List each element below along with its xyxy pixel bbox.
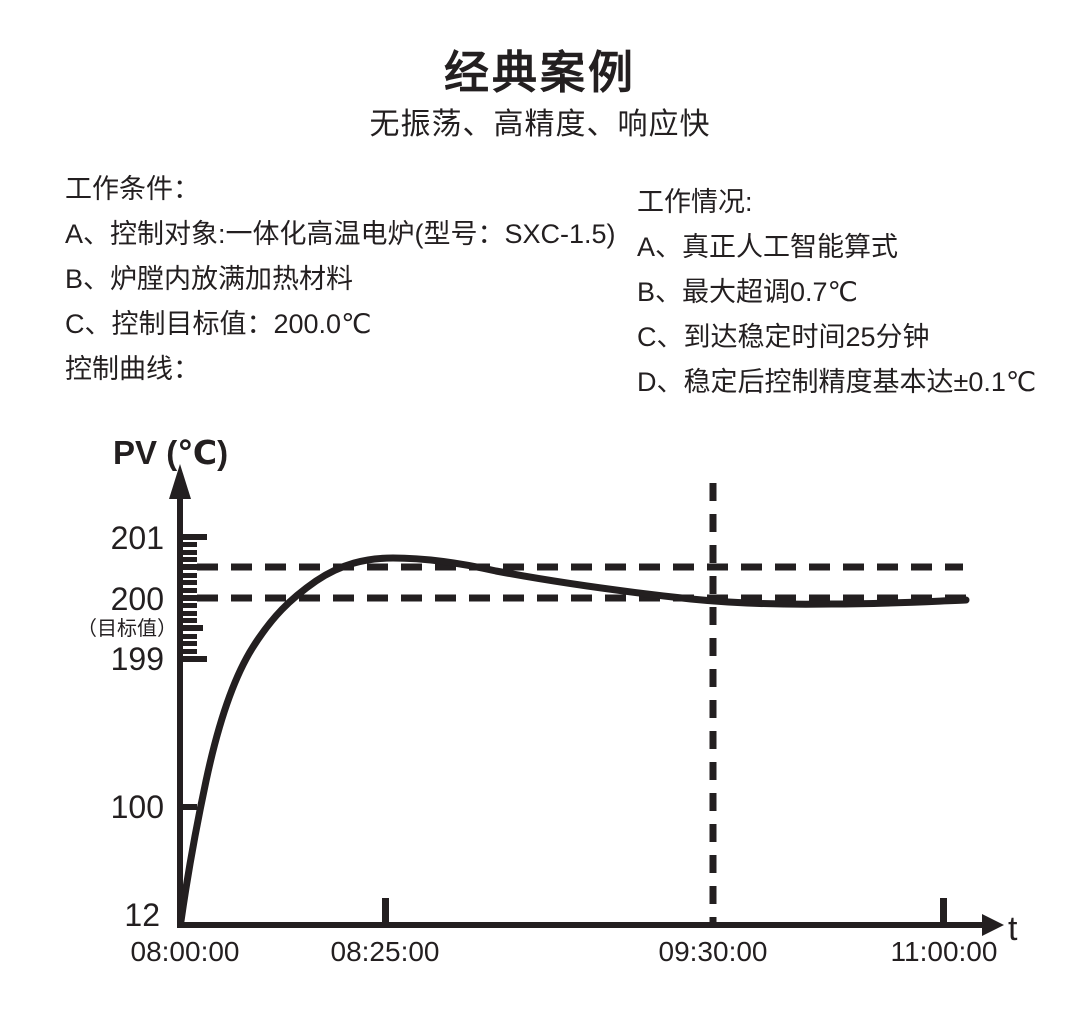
page-subtitle: 无振荡、高精度、响应快 (369, 108, 711, 141)
condition-item-b: B、炉膛内放满加热材料 (65, 264, 354, 294)
x-tick-082500: 08:25:00 (331, 936, 440, 967)
y-tick-199: 199 (111, 641, 164, 677)
x-tick-080000: 08:00:00 (131, 936, 240, 967)
work-results-heading: 工作情况: (637, 187, 753, 217)
work-results-block: 工作情况: A、真正人工智能算式 B、最大超调0.7℃ C、到达稳定时间25分钟… (637, 180, 1036, 405)
x-axis-ticks (382, 898, 947, 922)
control-curve-chart: PV (℃) t 201 200 （目标值） 199 100 12 08:00:… (77, 434, 1018, 967)
tick-minor (181, 550, 197, 555)
x-axis-line (177, 922, 985, 928)
tick-x-1100 (940, 898, 947, 922)
tick-major-1995 (181, 625, 203, 631)
tick-minor (181, 603, 197, 608)
y-tick-200: 200 (111, 581, 164, 617)
tick-major-200 (181, 595, 207, 601)
x-tick-110000: 11:00:00 (891, 936, 998, 967)
x-axis-arrow-icon (982, 914, 1004, 936)
condition-item-a: A、控制对象:一体化高温电炉(型号：SXC-1.5) (65, 219, 616, 249)
tick-minor (181, 611, 197, 616)
result-item-d: D、稳定后控制精度基本达±0.1℃ (637, 367, 1037, 397)
x-tick-093000: 09:30:00 (659, 936, 768, 967)
result-item-a: A、真正人工智能算式 (637, 232, 899, 262)
tick-minor (181, 542, 197, 547)
result-item-c: C、到达稳定时间25分钟 (637, 322, 930, 352)
result-item-b: B、最大超调0.7℃ (637, 277, 858, 307)
tick-minor (181, 580, 197, 585)
control-curve-caption: 控制曲线： (65, 354, 200, 384)
y-axis-title: PV (℃) (113, 434, 228, 471)
tick-minor (181, 649, 197, 654)
y-axis-line (177, 494, 183, 928)
tick-minor (181, 641, 197, 646)
tick-major-199 (181, 656, 207, 662)
y-axis-arrow-icon (169, 464, 191, 499)
work-conditions-block: 工作条件： A、控制对象:一体化高温电炉(型号：SXC-1.5) B、炉膛内放满… (65, 167, 616, 392)
y-tick-201: 201 (111, 520, 164, 556)
tick-minor (181, 588, 197, 593)
y-tick-100: 100 (111, 789, 164, 825)
y-target-note: （目标值） (77, 617, 177, 640)
y-tick-12: 12 (124, 897, 160, 933)
pv-curve (177, 554, 970, 925)
tick-minor (181, 573, 197, 578)
condition-item-c: C、控制目标值：200.0℃ (65, 309, 372, 339)
tick-major-201 (181, 534, 207, 540)
y-axis-ruler-ticks (181, 534, 207, 810)
page-title: 经典案例 (443, 47, 636, 98)
x-axis-title: t (1008, 910, 1018, 948)
tick-minor (181, 618, 197, 623)
tick-x-0825 (382, 898, 389, 922)
work-conditions-heading: 工作条件： (65, 174, 200, 204)
tick-minor (181, 634, 197, 639)
tick-100 (181, 804, 197, 810)
tick-major-2005 (181, 564, 207, 570)
tick-minor (181, 557, 197, 562)
